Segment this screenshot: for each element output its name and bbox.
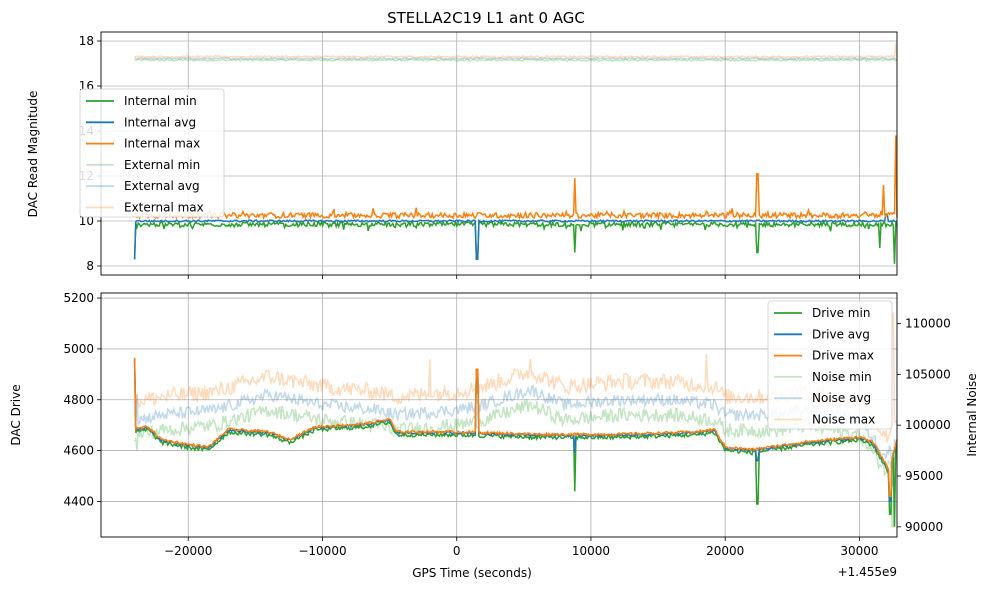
x-tick-label: 10000	[572, 544, 610, 558]
top-series-external-avg	[134, 56, 898, 61]
bottom-right-y-tick-label: 110000	[905, 317, 951, 331]
x-axis-label: GPS Time (seconds)	[412, 566, 532, 580]
bottom-right-y-tick-label: 90000	[905, 520, 943, 534]
top-legend-label: Internal avg	[124, 115, 196, 129]
bottom-legend-label: Noise min	[812, 370, 872, 384]
bottom-y-axis-label: DAC Drive	[9, 384, 23, 445]
bottom-plot-frame	[100, 292, 898, 538]
bottom-legend-label: Noise max	[812, 413, 875, 427]
top-series-external-min	[134, 58, 898, 63]
top-y-tick-label: 18	[79, 34, 94, 48]
bottom-y-tick-label: 4400	[63, 494, 94, 508]
bottom-y-tick-label: 4600	[63, 444, 94, 458]
x-tick-label: 0	[453, 544, 461, 558]
x-tick-label: 20000	[706, 544, 744, 558]
bottom-right-y-tick-label: 105000	[905, 367, 951, 381]
top-legend-box	[79, 88, 225, 218]
top-series-internal-min	[133, 219, 898, 264]
bottom-legend-label: Drive avg	[812, 327, 870, 341]
x-tick-label: −20000	[164, 544, 212, 558]
top-series-external-max	[134, 43, 898, 60]
top-series-group	[133, 43, 898, 264]
top-y-tick-label: 8	[86, 259, 94, 273]
bottom-y-tick-label: 5000	[63, 342, 94, 356]
bottom-legend: Drive min Drive avg Drive max Noise min Nois…	[767, 300, 893, 430]
bottom-legend-label: Noise avg	[812, 391, 871, 405]
bottom-legend-box	[767, 300, 893, 430]
top-y-tick-label: 10	[79, 214, 94, 228]
chart-title: STELLA2C19 L1 ant 0 AGC	[387, 9, 585, 27]
x-tick-label: 30000	[840, 544, 878, 558]
bottom-legend-label: Drive max	[812, 349, 874, 363]
bottom-y-tick-label: 4800	[63, 393, 94, 407]
bottom-right-y-axis-label: Internal Noise	[965, 373, 979, 456]
top-legend: Internal min Internal avg Internal max Exte…	[79, 88, 225, 218]
bottom-series-drive-max	[133, 357, 898, 498]
top-legend-label: Internal min	[124, 94, 197, 108]
top-series-internal-avg	[133, 213, 898, 261]
top-legend-label: External avg	[124, 179, 200, 193]
top-legend-label: External min	[124, 158, 200, 172]
top-y-axis-label: DAC Read Magnitude	[26, 91, 40, 218]
bottom-right-y-tick-label: 100000	[905, 418, 951, 432]
bottom-y-tick-label: 5200	[63, 291, 94, 305]
x-tick-label: −10000	[298, 544, 346, 558]
bottom-legend-label: Drive min	[812, 306, 870, 320]
top-legend-label: External max	[124, 201, 204, 215]
bottom-right-y-tick-label: 95000	[905, 469, 943, 483]
bottom-grid	[101, 293, 897, 537]
x-offset-label: +1.455e9	[838, 565, 897, 579]
bottom-ticks: −20000 −10000 0 10000 20000 30000 4400 4600 4800…	[63, 291, 950, 558]
top-legend-label: Internal max	[124, 137, 200, 151]
top-series-internal-max	[133, 135, 898, 221]
